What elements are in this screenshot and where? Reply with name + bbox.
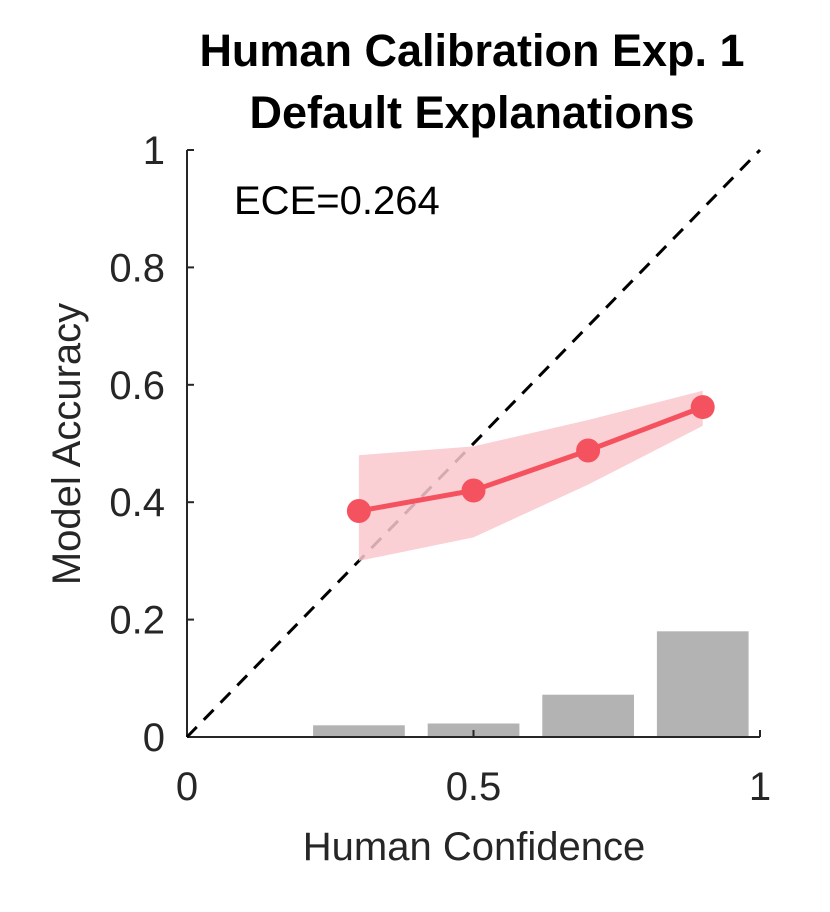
- chart-subtitle: Default Explanations: [249, 87, 694, 138]
- histogram-bar: [313, 725, 405, 737]
- y-tick-label: 0.6: [109, 364, 165, 408]
- histogram-bar: [656, 631, 749, 737]
- y-tick-label: 0: [143, 716, 165, 760]
- data-point: [346, 499, 371, 523]
- y-tick-label: 0.4: [109, 481, 165, 525]
- confidence-band: [358, 390, 703, 561]
- series-line: [358, 404, 704, 514]
- y-tick-label: 1: [143, 129, 165, 173]
- y-axis-label: Model Accuracy: [45, 303, 89, 585]
- plot-area: 0 0.5 1 0 0.2 0.4 0.6 0.8 1: [109, 129, 771, 809]
- chart-title-group: Human Calibration Exp. 1 Default Explana…: [199, 25, 744, 138]
- x-axis-label: Human Confidence: [303, 825, 645, 869]
- x-tick-label: 0: [176, 765, 198, 809]
- data-point: [690, 395, 715, 420]
- ece-annotation: ECE=0.264: [234, 179, 440, 223]
- data-point: [576, 438, 601, 463]
- x-tick-label: 1: [749, 765, 771, 809]
- y-tick-label: 0.2: [109, 599, 165, 643]
- x-tick-label: 0.5: [446, 765, 502, 809]
- chart-title: Human Calibration Exp. 1: [199, 25, 744, 76]
- perfect-calibration-line: [185, 148, 762, 739]
- data-point: [461, 478, 486, 503]
- histogram-bar: [542, 694, 634, 737]
- y-tick-label: 0.8: [109, 246, 165, 290]
